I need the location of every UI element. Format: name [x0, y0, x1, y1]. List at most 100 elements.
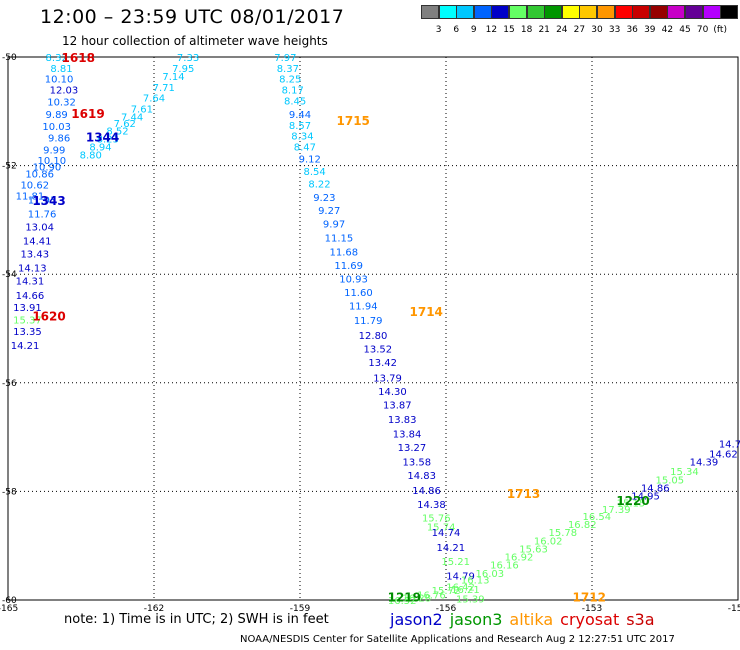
wave-height-value: 15.76 — [422, 513, 451, 524]
pass-time-label: 1713 — [507, 487, 540, 501]
legend-entry-jason3: jason3 — [449, 610, 503, 629]
wave-height-value: 16.52 — [388, 596, 417, 607]
wave-height-value: 9.23 — [313, 193, 335, 204]
wave-height-value: 16.21 — [451, 585, 480, 596]
wave-height-value: 13.84 — [393, 429, 422, 440]
pass-time-label: 1715 — [337, 114, 370, 128]
wave-height-value: 14.62 — [709, 449, 738, 460]
wave-height-value: 16.54 — [583, 512, 612, 523]
wave-height-value: 14.86 — [641, 484, 670, 495]
wave-height-value: 12.80 — [359, 331, 388, 342]
wave-height-value: 13.79 — [373, 373, 402, 384]
legend-entry-s3a: s3a — [626, 610, 655, 629]
wave-height-value: 13.35 — [13, 327, 42, 338]
color-scale-label: 15 — [503, 25, 515, 35]
wave-height-value: 10.10 — [45, 75, 74, 86]
pass-time-label: 1219 — [388, 590, 421, 604]
color-scale-label: 45 — [679, 25, 691, 35]
wave-height-value: 7.44 — [121, 113, 143, 124]
wave-height-value: 15.72 — [432, 586, 461, 597]
wave-height-value: 14.74 — [432, 528, 461, 539]
wave-height-value: 11.94 — [349, 302, 378, 313]
color-scale-swatch — [649, 5, 668, 19]
x-tick-label: -150 — [728, 604, 740, 614]
wave-height-value: 16.02 — [534, 536, 563, 547]
color-scale-label: 70 — [696, 25, 709, 35]
wave-height-value: 11.15 — [325, 233, 354, 244]
chart-subtitle: 12 hour collection of altimeter wave hei… — [62, 34, 328, 48]
wave-height-value: 15.39 — [456, 594, 485, 605]
color-scale-label: 33 — [608, 25, 621, 35]
color-scale-label: 39 — [644, 25, 656, 35]
wave-height-value: 7.14 — [162, 72, 184, 83]
wave-height-value: 13.87 — [383, 401, 412, 412]
wave-height-value: 11.60 — [344, 288, 373, 299]
wave-height-value: 10.32 — [47, 98, 76, 109]
wave-height-value: 14.83 — [407, 471, 436, 482]
wave-height-value: 7.61 — [131, 105, 153, 116]
color-scale-swatch — [421, 5, 439, 19]
chart-title: 12:00 – 23:59 UTC 08/01/2017 — [40, 6, 345, 28]
color-scale-swatch — [561, 5, 580, 19]
wave-height-value: 13.52 — [364, 345, 393, 356]
wave-height-value: 14.79 — [446, 572, 475, 583]
color-scale-label: 12 — [485, 25, 498, 35]
wave-height-value: 15.15 — [617, 498, 646, 509]
color-scale-swatch — [632, 5, 651, 19]
wave-height-value: 9.44 — [289, 110, 311, 121]
y-tick-label: -60 — [2, 596, 17, 606]
wave-height-value: 12.03 — [50, 86, 79, 97]
footer-credit: NOAA/NESDIS Center for Satellite Applica… — [240, 634, 675, 645]
color-scale-swatch — [614, 5, 633, 19]
x-tick-label: -165 — [0, 604, 18, 614]
wave-height-value: 13.04 — [25, 222, 54, 233]
wave-height-value: 13.27 — [398, 443, 427, 454]
color-scale-swatch — [509, 5, 527, 19]
color-scale-swatch — [491, 5, 510, 19]
wave-height-value: 10.62 — [20, 181, 49, 192]
color-scale-swatch — [597, 5, 615, 19]
wave-height-value: 14.95 — [631, 492, 660, 503]
wave-height-value: 14.39 — [690, 458, 719, 469]
color-scale-swatch — [579, 5, 598, 19]
wave-height-value: 8.25 — [279, 75, 301, 86]
color-scale-swatch — [720, 5, 739, 19]
wave-height-value: 13.58 — [402, 458, 431, 469]
color-scale-label: 9 — [470, 25, 477, 35]
wave-height-value: 16.16 — [490, 561, 519, 572]
wave-height-value: 8.45 — [284, 96, 306, 107]
pass-time-label: 1712 — [573, 590, 606, 604]
y-tick-label: -52 — [2, 162, 17, 172]
color-scale-label: 21 — [538, 25, 550, 35]
legend-entry-jason2: jason2 — [390, 610, 443, 629]
wave-height-value: 14.70 — [719, 440, 740, 451]
color-scale-label: 36 — [626, 25, 638, 35]
wave-height-value: 9.97 — [323, 220, 345, 231]
wave-height-value: 9.86 — [48, 133, 70, 144]
wave-height-value: 13.42 — [368, 358, 397, 369]
wave-height-value: 8.17 — [282, 86, 304, 97]
wave-height-value: 13.43 — [20, 250, 49, 261]
wave-height-value: 15.78 — [548, 528, 577, 539]
wave-height-value: 15.63 — [519, 544, 548, 555]
color-scale-swatch — [438, 5, 457, 19]
wave-height-value: 11.81 — [16, 191, 45, 202]
wave-height-value: 15.05 — [656, 475, 685, 486]
color-scale-swatch — [473, 5, 492, 19]
color-scale-label: 3 — [435, 25, 442, 35]
wave-height-value: 15.37 — [13, 315, 42, 326]
wave-height-value: 10.86 — [25, 170, 54, 181]
wave-height-value: 7.71 — [153, 83, 175, 94]
wave-height-value: 14.30 — [378, 387, 407, 398]
color-scale-label: (ft) — [713, 25, 727, 35]
wave-height-value: 7.95 — [172, 64, 194, 75]
x-tick-label: -153 — [582, 604, 602, 614]
pass-time-label: 1619 — [71, 107, 104, 121]
color-scale-label: 42 — [661, 25, 674, 35]
wave-height-value: 14.21 — [11, 341, 40, 352]
wave-height-value: 8.81 — [50, 64, 72, 75]
x-tick-label: -159 — [290, 604, 311, 614]
wave-height-value: 11.76 — [28, 209, 57, 220]
wave-height-value: 17.39 — [602, 505, 631, 516]
